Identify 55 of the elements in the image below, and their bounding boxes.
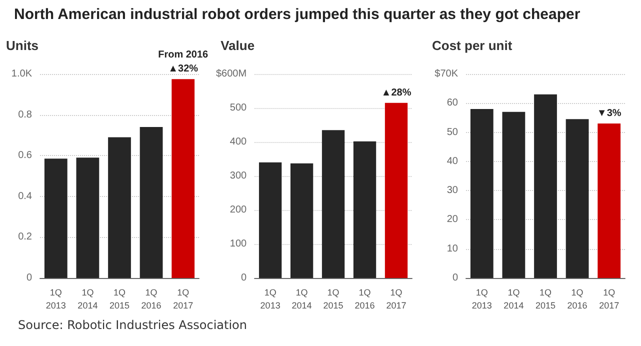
- x-tick-label: 1Q 2016: [141, 288, 162, 310]
- annotation: From 2016: [158, 50, 209, 61]
- bar: [140, 127, 163, 278]
- x-tick-label: 1Q 2016: [567, 288, 588, 310]
- x-tick-label: 1Q 2016: [354, 288, 375, 310]
- y-tick-label: 0.8: [18, 109, 32, 120]
- y-tick-label: 200: [230, 204, 248, 216]
- y-tick-label: 0: [241, 272, 248, 284]
- bar: [258, 162, 282, 278]
- y-tick-label: 1.0K: [11, 68, 32, 80]
- bar: [353, 141, 376, 278]
- y-tick-label: 30: [446, 185, 458, 196]
- y-tick-label: 400: [230, 136, 248, 148]
- bar: [322, 130, 345, 278]
- annotation: ▼3%: [596, 108, 622, 120]
- bar: [172, 79, 195, 278]
- y-tick-label: $70K: [434, 68, 458, 80]
- x-tick-label: 1Q 2017: [386, 288, 406, 310]
- x-tick-label: 1Q 2013: [46, 288, 66, 310]
- x-tick-label: 1Q 2015: [323, 288, 344, 310]
- y-tick-label: 300: [230, 170, 248, 182]
- y-tick-label: 100: [230, 238, 248, 250]
- text: North American industrial robot orders jumped this quarter as they got cheaper: [14, 6, 580, 23]
- y-tick-label: $600M: [216, 68, 247, 80]
- y-tick-label: 20: [446, 214, 458, 226]
- y-tick-label: 60: [446, 98, 458, 109]
- annotation: ▲28%: [381, 87, 412, 98]
- y-axis-title: Value: [220, 38, 255, 53]
- y-axis-title: Cost per unit: [432, 38, 513, 53]
- x-tick-label: 1Q 2017: [599, 288, 620, 310]
- y-tick-label: 500: [230, 102, 248, 114]
- bar: [108, 137, 131, 278]
- x-tick-label: 1Q 2014: [504, 288, 524, 310]
- y-tick-label: 0.6: [18, 150, 32, 162]
- bar: [384, 102, 408, 278]
- y-tick-label: 50: [446, 126, 458, 138]
- x-tick-label: 1Q 2017: [173, 288, 194, 310]
- x-tick-label: 1Q 2015: [109, 288, 130, 310]
- x-tick-label: 1Q 2015: [535, 288, 556, 310]
- x-tick-label: 1Q 2013: [472, 288, 492, 310]
- x-tick-label: 1Q 2013: [260, 288, 280, 310]
- bar: [44, 158, 68, 278]
- source-note: Source: Robotic Industries Association: [18, 318, 247, 332]
- y-tick-label: 0: [452, 272, 458, 284]
- y-tick-label: 0: [26, 272, 32, 284]
- y-tick-label: 0.4: [18, 190, 32, 202]
- bar: [290, 163, 314, 278]
- x-tick-label: 1Q 2014: [78, 288, 98, 310]
- x-tick-label: 1Q 2014: [292, 288, 312, 310]
- bar: [76, 158, 100, 278]
- y-tick-label: 10: [446, 243, 458, 254]
- y-axis-title: Units: [6, 38, 38, 53]
- y-tick-label: 40: [446, 156, 458, 167]
- y-tick-label: 0.2: [18, 232, 32, 243]
- annotation: ▲32%: [168, 64, 198, 75]
